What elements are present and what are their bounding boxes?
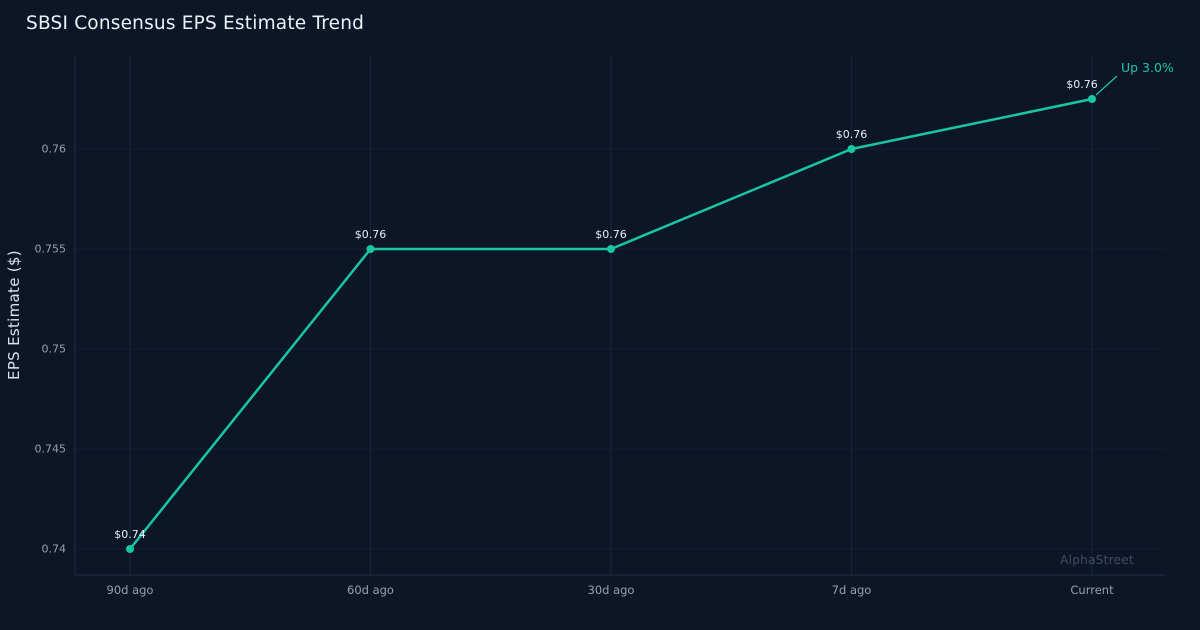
- data-point: [1088, 95, 1096, 103]
- data-point: [126, 545, 134, 553]
- annotation-line: [1095, 75, 1118, 96]
- x-tick-label: 60d ago: [347, 583, 394, 597]
- annotation-label: Up 3.0%: [1121, 60, 1174, 75]
- x-tick-label: Current: [1070, 583, 1114, 597]
- x-tick-label: 90d ago: [107, 583, 154, 597]
- y-tick-label: 0.74: [42, 543, 67, 556]
- point-label: $0.76: [836, 128, 868, 141]
- data-point: [607, 245, 615, 253]
- watermark: AlphaStreet: [1060, 553, 1134, 567]
- data-point: [847, 145, 856, 153]
- point-label: $0.76: [1066, 78, 1098, 91]
- point-label: $0.74: [114, 528, 146, 541]
- y-tick-label: 0.75: [42, 343, 67, 356]
- point-label: $0.76: [595, 228, 627, 241]
- point-label: $0.76: [355, 228, 387, 241]
- x-tick-label: 7d ago: [832, 583, 872, 597]
- x-tick-label: 30d ago: [588, 583, 635, 597]
- y-tick-label: 0.755: [35, 243, 67, 256]
- y-tick-label: 0.745: [35, 443, 67, 456]
- data-point: [366, 245, 375, 253]
- y-tick-label: 0.76: [42, 143, 67, 156]
- chart-title: SBSI Consensus EPS Estimate Trend: [26, 13, 365, 34]
